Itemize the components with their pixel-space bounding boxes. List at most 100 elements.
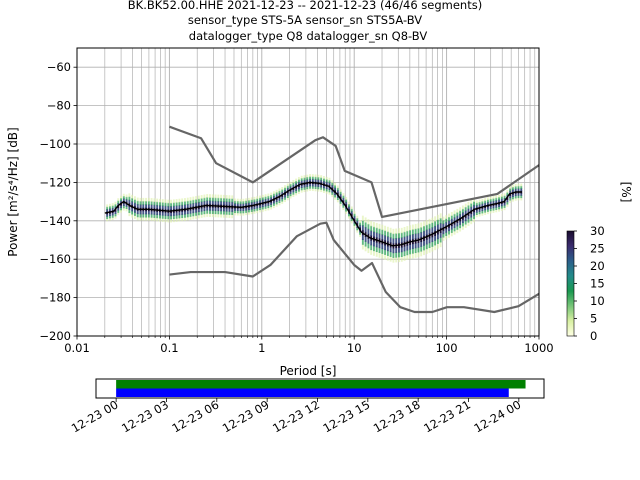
heatmap-cell (231, 198, 234, 203)
timeline-tick-label: 12-23 09 (220, 397, 272, 435)
heatmap-cell (511, 184, 514, 188)
heatmap-cell (156, 211, 159, 216)
heatmap-cell (195, 211, 198, 216)
heatmap-cell (392, 257, 395, 263)
heatmap-cell (503, 207, 506, 211)
title-line-3: datalogger_type Q8 datalogger_sn Q8-BV (189, 29, 428, 43)
heatmap-cell (509, 195, 512, 199)
heatmap-cell (228, 201, 231, 206)
heatmap-cell (175, 211, 178, 216)
heatmap-cell (439, 218, 442, 224)
heatmap-cell (495, 207, 498, 210)
heatmap-cell (331, 182, 334, 186)
heatmap-cell (503, 204, 506, 208)
heatmap-cell (209, 200, 211, 205)
heatmap-cell (125, 203, 128, 207)
heatmap-cell (400, 256, 403, 262)
heatmap-cell (175, 218, 178, 222)
heatmap-cell (398, 247, 400, 253)
heatmap-cell (128, 193, 131, 198)
heatmap-cell (325, 188, 328, 192)
heatmap-cell (278, 193, 281, 197)
plot-lines (104, 125, 540, 314)
heatmap-cell (139, 210, 142, 215)
heatmap-cell (478, 211, 481, 215)
heatmap-cell (375, 241, 378, 248)
heatmap-cell (106, 209, 109, 212)
heatmap-cell (453, 217, 456, 222)
heatmap-cell (498, 204, 500, 207)
heatmap-cell (256, 196, 259, 200)
heatmap-cell (306, 179, 309, 183)
heatmap-cell (145, 210, 148, 215)
heatmap-cell (125, 206, 128, 210)
heatmap-cell (403, 246, 406, 252)
heatmap-cell (147, 213, 150, 218)
heatmap-cell (389, 237, 392, 243)
heatmap-cell (164, 205, 167, 210)
heatmap-cell (309, 185, 311, 189)
heatmap-cell (417, 223, 420, 229)
heatmap-cell (161, 218, 164, 222)
heatmap-cell (178, 198, 181, 203)
heatmap-cell (486, 199, 489, 203)
heatmap-cell (336, 185, 339, 189)
heatmap-cell (353, 218, 356, 222)
heatmap-cell (131, 213, 134, 218)
heatmap-cell (456, 212, 459, 217)
heatmap-cell (131, 210, 134, 215)
heatmap-cell (261, 197, 264, 201)
heatmap-cell (300, 185, 303, 188)
heatmap-cell (286, 195, 289, 198)
heatmap-cell (353, 213, 356, 217)
heatmap-cell (489, 205, 492, 209)
heatmap-cell (311, 178, 314, 182)
heatmap-cell (322, 185, 325, 189)
x-tick-label: 1000 (524, 341, 553, 355)
heatmap-cell (356, 229, 359, 233)
heatmap-cell (322, 187, 325, 191)
heatmap-cell (473, 204, 475, 209)
heatmap-cell (184, 198, 186, 202)
heatmap-cell (350, 213, 353, 217)
heatmap-cell (511, 194, 514, 197)
heatmap-cell (170, 202, 173, 207)
heatmap-cell (206, 206, 209, 211)
heatmap-cell (411, 253, 414, 259)
heatmap-cell (428, 228, 431, 234)
heatmap-cell (395, 247, 398, 253)
heatmap-cell (170, 215, 173, 220)
heatmap-cell (342, 207, 345, 210)
heatmap-cell (436, 233, 439, 240)
heatmap-cell (278, 197, 281, 201)
heatmap-cell (184, 210, 186, 215)
heatmap-cell (117, 205, 120, 209)
heatmap-cell (156, 217, 159, 222)
heatmap-cell (367, 242, 370, 249)
heatmap-cell (303, 179, 306, 183)
heatmap-cell (378, 242, 381, 249)
heatmap-cell (186, 204, 189, 208)
heatmap-cell (314, 186, 317, 189)
heatmap-cell (461, 222, 464, 227)
heatmap-cell (114, 208, 117, 212)
heatmap-cell (209, 194, 211, 198)
heatmap-cell (506, 192, 509, 196)
heatmap-cell (145, 213, 148, 218)
heatmap-cell (342, 197, 345, 201)
heatmap-cell (178, 201, 181, 206)
heatmap-cell (175, 205, 178, 210)
heatmap-cell (114, 201, 117, 205)
heatmap-cell (264, 196, 267, 200)
heatmap-cell (322, 180, 325, 184)
heatmap-cell (317, 188, 320, 192)
heatmap-cell (281, 189, 284, 193)
x-axis-ticks: 0.01 0.1 1 10 100 1000 (64, 336, 554, 355)
y-tick-label: −180 (39, 291, 71, 305)
heatmap-cell (409, 253, 412, 260)
heatmap-cell (150, 217, 153, 221)
heatmap-cell (520, 185, 523, 189)
heatmap-cell (436, 243, 439, 249)
heatmap-cell (500, 194, 503, 197)
